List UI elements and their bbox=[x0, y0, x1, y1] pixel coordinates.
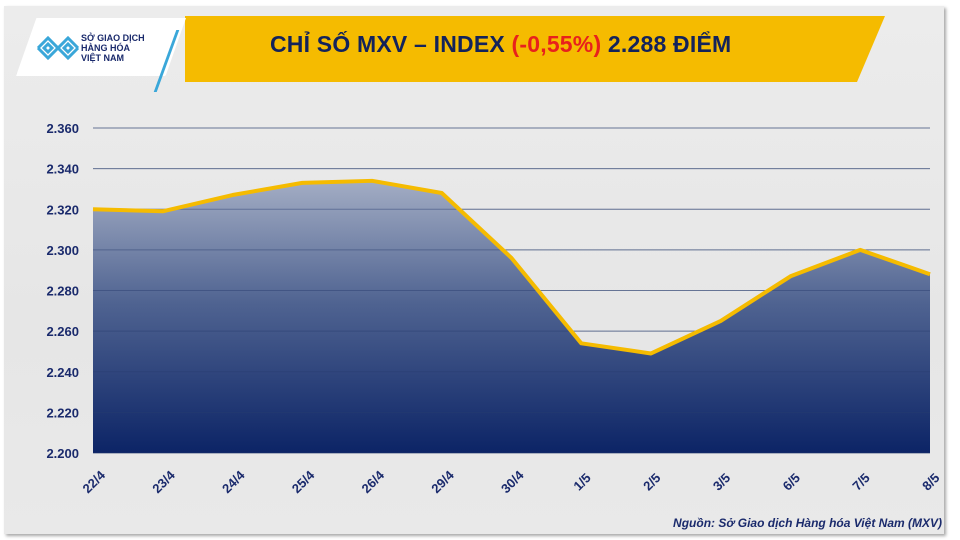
x-tick-label: 29/4 bbox=[428, 467, 457, 496]
x-tick-label: 24/4 bbox=[219, 467, 248, 496]
title-banner bbox=[185, 16, 885, 82]
logo-line-1: SỞ GIAO DỊCH bbox=[81, 33, 145, 43]
y-tick-label: 2.260 bbox=[46, 324, 79, 339]
gridlines-overlay bbox=[93, 127, 930, 454]
x-tick-label: 6/5 bbox=[780, 470, 803, 493]
x-tick-label: 8/5 bbox=[919, 470, 942, 493]
title-suffix: 2.288 ĐIỂM bbox=[601, 31, 732, 57]
x-axis: 22/4 23/4 24/4 25/4 26/4 29/4 30/4 1/5 2/5 3/5 6/5… bbox=[80, 467, 943, 496]
chart-title: CHỈ SỐ MXV – INDEX (-0,55%) 2.288 ĐIỂM bbox=[270, 31, 731, 58]
logo-line-3: VIỆT NAM bbox=[81, 53, 125, 63]
index-line bbox=[92, 178, 931, 356]
source-note: Nguồn: Sở Giao dịch Hàng hóa Việt Nam (M… bbox=[673, 516, 942, 530]
logo-line-2: HÀNG HÓA bbox=[81, 43, 130, 53]
x-tick-label: 2/5 bbox=[640, 470, 663, 493]
x-tick-label: 25/4 bbox=[289, 467, 318, 496]
x-tick-label: 1/5 bbox=[570, 470, 593, 493]
x-tick-label: 7/5 bbox=[849, 470, 872, 493]
y-tick-label: 2.220 bbox=[46, 405, 79, 420]
area-fill bbox=[93, 180, 930, 453]
y-tick-label: 2.320 bbox=[46, 202, 79, 217]
y-tick-label: 2.340 bbox=[46, 162, 79, 177]
x-tick-label: 23/4 bbox=[149, 467, 178, 496]
x-tick-label: 22/4 bbox=[80, 467, 109, 496]
y-tick-label: 2.280 bbox=[46, 284, 79, 299]
x-tick-label: 26/4 bbox=[359, 467, 388, 496]
y-tick-label: 2.200 bbox=[46, 446, 79, 461]
y-axis: 2.200 2.220 2.240 2.260 2.280 2.300 2.320 2.340… bbox=[46, 121, 79, 461]
x-tick-label: 30/4 bbox=[498, 467, 527, 496]
logo-text: SỞ GIAO DỊCH HÀNG HÓA VIỆT NAM bbox=[81, 33, 145, 63]
x-tick-label: 3/5 bbox=[710, 470, 733, 493]
mxv-logo-icon bbox=[36, 35, 80, 61]
y-tick-label: 2.300 bbox=[46, 243, 79, 258]
y-tick-label: 2.360 bbox=[46, 121, 79, 136]
title-prefix: CHỈ SỐ MXV – INDEX bbox=[270, 31, 512, 57]
title-change: (-0,55%) bbox=[511, 31, 602, 57]
y-tick-label: 2.240 bbox=[46, 365, 79, 380]
